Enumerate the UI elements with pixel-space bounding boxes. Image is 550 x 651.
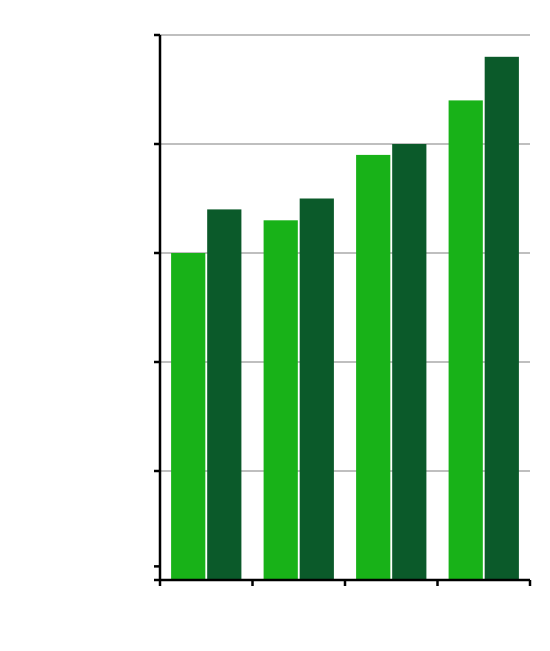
chart-svg (0, 0, 550, 651)
chart-container (0, 0, 550, 651)
bar (392, 144, 426, 580)
bar (300, 199, 334, 581)
bar (171, 253, 205, 580)
bar (264, 220, 298, 580)
bar (207, 209, 241, 580)
bar (449, 100, 483, 580)
bar (356, 155, 390, 580)
bar (485, 57, 519, 580)
